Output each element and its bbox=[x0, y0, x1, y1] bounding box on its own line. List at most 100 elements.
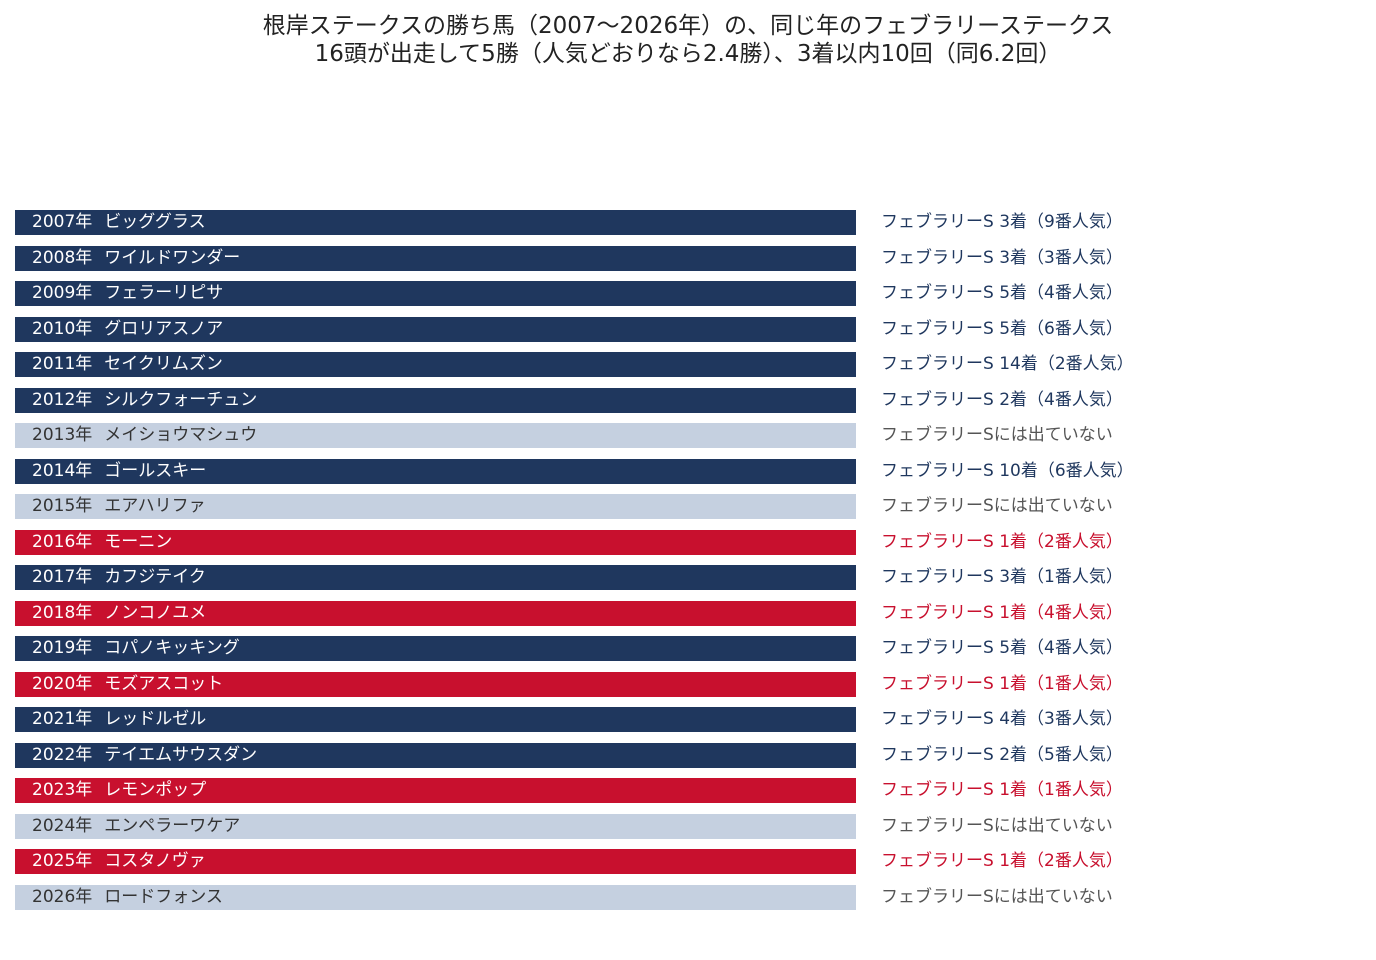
row-result-label: フェブラリーS 5着（4番人気） bbox=[881, 283, 1123, 303]
row-year: 2011年 bbox=[32, 354, 93, 374]
row-bar-won: 2018年 ノンコノユメ bbox=[15, 600, 856, 626]
winner-row: 2024年 エンペラーワケア フェブラリーSには出ていない bbox=[15, 813, 1355, 850]
row-year: 2021年 bbox=[32, 709, 93, 729]
winner-row: 2015年 エアハリファ フェブラリーSには出ていない bbox=[15, 494, 1355, 530]
chart-title-line-1: 根岸ステークスの勝ち馬（2007〜2026年）の、同じ年のフェブラリーステークス bbox=[262, 13, 1114, 39]
row-horse-name: ワイルドワンダー bbox=[104, 247, 241, 268]
row-horse-name: ビッググラス bbox=[104, 212, 206, 232]
row-year: 2018年 bbox=[32, 602, 93, 623]
row-bar-won: 2025年 コスタノヴァ bbox=[15, 849, 856, 874]
row-horse-name: ノンコノユメ bbox=[104, 602, 207, 623]
row-bar-won: 2020年 モズアスコット bbox=[15, 671, 856, 697]
row-year: 2026年 bbox=[32, 886, 93, 907]
winner-row: 2020年 モズアスコット フェブラリーS 1着（1番人気） bbox=[15, 671, 1355, 708]
row-result-label: フェブラリーS 14着（2番人気） bbox=[881, 354, 1134, 374]
row-bar-ran: 2019年 コパノキッキング bbox=[15, 636, 856, 661]
row-result-label: フェブラリーS 10着（6番人気） bbox=[881, 460, 1134, 481]
row-bar-won: 2016年 モーニン bbox=[15, 529, 856, 555]
row-result-label: フェブラリーS 1着（1番人気） bbox=[881, 780, 1123, 800]
winner-row: 2021年 レッドルゼル フェブラリーS 4着（3番人気） bbox=[15, 707, 1355, 743]
row-horse-name: レッドルゼル bbox=[104, 709, 207, 729]
row-horse-name: カフジテイク bbox=[104, 567, 206, 587]
row-result-label: フェブラリーS 1着（2番人気） bbox=[881, 851, 1123, 871]
winner-row: 2010年 グロリアスノア フェブラリーS 5着（6番人気） bbox=[15, 316, 1355, 353]
row-horse-name: エアハリファ bbox=[104, 496, 206, 516]
row-year: 2007年 bbox=[32, 212, 93, 232]
row-year: 2015年 bbox=[32, 496, 93, 516]
row-result-label: フェブラリーS 2着（5番人気） bbox=[881, 744, 1123, 765]
row-year: 2014年 bbox=[32, 460, 93, 481]
row-result-label: フェブラリーS 1着（1番人気） bbox=[881, 673, 1123, 694]
row-year: 2010年 bbox=[32, 318, 93, 339]
winner-row: 2023年 レモンポップ フェブラリーS 1着（1番人気） bbox=[15, 778, 1355, 814]
row-bar-ran: 2012年 シルクフォーチュン bbox=[15, 387, 856, 413]
row-horse-name: ゴールスキー bbox=[104, 460, 207, 481]
winner-row: 2009年 フェラーリピサ フェブラリーS 5着（4番人気） bbox=[15, 281, 1355, 317]
row-bar-ran: 2011年 セイクリムズン bbox=[15, 352, 856, 377]
row-result-label: フェブラリーS 3着（3番人気） bbox=[881, 247, 1123, 268]
row-year: 2008年 bbox=[32, 247, 93, 268]
row-result-label: フェブラリーS 3着（9番人気） bbox=[881, 212, 1123, 232]
winner-row: 2022年 テイエムサウスダン フェブラリーS 2着（5番人気） bbox=[15, 742, 1355, 779]
row-horse-name: コスタノヴァ bbox=[104, 851, 206, 871]
row-year: 2023年 bbox=[32, 780, 93, 800]
row-bar-not_ran: 2026年 ロードフォンス bbox=[15, 884, 856, 910]
winner-row: 2019年 コパノキッキング フェブラリーS 5着（4番人気） bbox=[15, 636, 1355, 672]
winner-row: 2013年 メイショウマシュウ フェブラリーSには出ていない bbox=[15, 423, 1355, 459]
row-bar-ran: 2022年 テイエムサウスダン bbox=[15, 742, 856, 768]
row-horse-name: モズアスコット bbox=[104, 673, 224, 694]
winner-rows: 2007年 ビッググラス フェブラリーS 3着（9番人気） 2008年 ワイルドワンダー… bbox=[15, 210, 1355, 920]
row-bar-ran: 2010年 グロリアスノア bbox=[15, 316, 856, 342]
row-result-label: フェブラリーSには出ていない bbox=[881, 496, 1113, 516]
winner-row: 2016年 モーニン フェブラリーS 1着（2番人気） bbox=[15, 529, 1355, 566]
winner-row: 2014年 ゴールスキー フェブラリーS 10着（6番人気） bbox=[15, 458, 1355, 495]
row-result-label: フェブラリーS 2着（4番人気） bbox=[881, 389, 1123, 410]
winner-row: 2017年 カフジテイク フェブラリーS 3着（1番人気） bbox=[15, 565, 1355, 601]
row-result-label: フェブラリーSには出ていない bbox=[881, 425, 1113, 445]
row-horse-name: メイショウマシュウ bbox=[104, 425, 258, 445]
row-horse-name: テイエムサウスダン bbox=[104, 744, 258, 765]
winner-row: 2026年 ロードフォンス フェブラリーSには出ていない bbox=[15, 884, 1355, 921]
chart-subtitle-line-2: 16頭が出走して5勝（人気どおりなら2.4勝）、3着以内10回（同6.2回） bbox=[314, 41, 1062, 67]
row-result-label: フェブラリーSには出ていない bbox=[881, 886, 1113, 907]
row-horse-name: セイクリムズン bbox=[104, 354, 223, 374]
row-year: 2009年 bbox=[32, 283, 93, 303]
row-year: 2022年 bbox=[32, 744, 93, 765]
row-bar-ran: 2008年 ワイルドワンダー bbox=[15, 245, 856, 271]
row-result-label: フェブラリーS 1着（4番人気） bbox=[881, 602, 1123, 623]
row-year: 2012年 bbox=[32, 389, 93, 410]
row-bar-not_ran: 2024年 エンペラーワケア bbox=[15, 813, 856, 839]
row-horse-name: フェラーリピサ bbox=[104, 283, 224, 303]
row-horse-name: シルクフォーチュン bbox=[104, 389, 258, 410]
row-bar-ran: 2017年 カフジテイク bbox=[15, 565, 856, 590]
winner-row: 2025年 コスタノヴァ フェブラリーS 1着（2番人気） bbox=[15, 849, 1355, 885]
winner-row: 2007年 ビッググラス フェブラリーS 3着（9番人気） bbox=[15, 210, 1355, 246]
row-year: 2013年 bbox=[32, 425, 93, 445]
row-result-label: フェブラリーS 1着（2番人気） bbox=[881, 531, 1123, 552]
row-bar-not_ran: 2013年 メイショウマシュウ bbox=[15, 423, 856, 448]
winner-row: 2011年 セイクリムズン フェブラリーS 14着（2番人気） bbox=[15, 352, 1355, 388]
row-result-label: フェブラリーS 5着（6番人気） bbox=[881, 318, 1123, 339]
row-horse-name: ロードフォンス bbox=[104, 886, 223, 907]
row-year: 2024年 bbox=[32, 815, 93, 836]
row-result-label: フェブラリーS 5着（4番人気） bbox=[881, 638, 1123, 658]
chart-title: 根岸ステークスの勝ち馬（2007〜2026年）の、同じ年のフェブラリーステークス… bbox=[0, 12, 1376, 68]
row-horse-name: エンペラーワケア bbox=[104, 815, 241, 836]
row-horse-name: モーニン bbox=[104, 531, 173, 552]
row-horse-name: レモンポップ bbox=[104, 780, 207, 800]
row-year: 2017年 bbox=[32, 567, 93, 587]
row-horse-name: コパノキッキング bbox=[104, 638, 240, 658]
winner-row: 2018年 ノンコノユメ フェブラリーS 1着（4番人気） bbox=[15, 600, 1355, 637]
row-horse-name: グロリアスノア bbox=[104, 318, 224, 339]
row-bar-ran: 2007年 ビッググラス bbox=[15, 210, 856, 235]
row-year: 2025年 bbox=[32, 851, 93, 871]
row-year: 2016年 bbox=[32, 531, 93, 552]
row-bar-not_ran: 2015年 エアハリファ bbox=[15, 494, 856, 519]
row-bar-ran: 2009年 フェラーリピサ bbox=[15, 281, 856, 306]
row-result-label: フェブラリーS 4着（3番人気） bbox=[881, 709, 1123, 729]
row-result-label: フェブラリーSには出ていない bbox=[881, 815, 1113, 836]
row-bar-ran: 2021年 レッドルゼル bbox=[15, 707, 856, 732]
row-year: 2019年 bbox=[32, 638, 93, 658]
winner-row: 2008年 ワイルドワンダー フェブラリーS 3着（3番人気） bbox=[15, 245, 1355, 282]
row-bar-won: 2023年 レモンポップ bbox=[15, 778, 856, 803]
